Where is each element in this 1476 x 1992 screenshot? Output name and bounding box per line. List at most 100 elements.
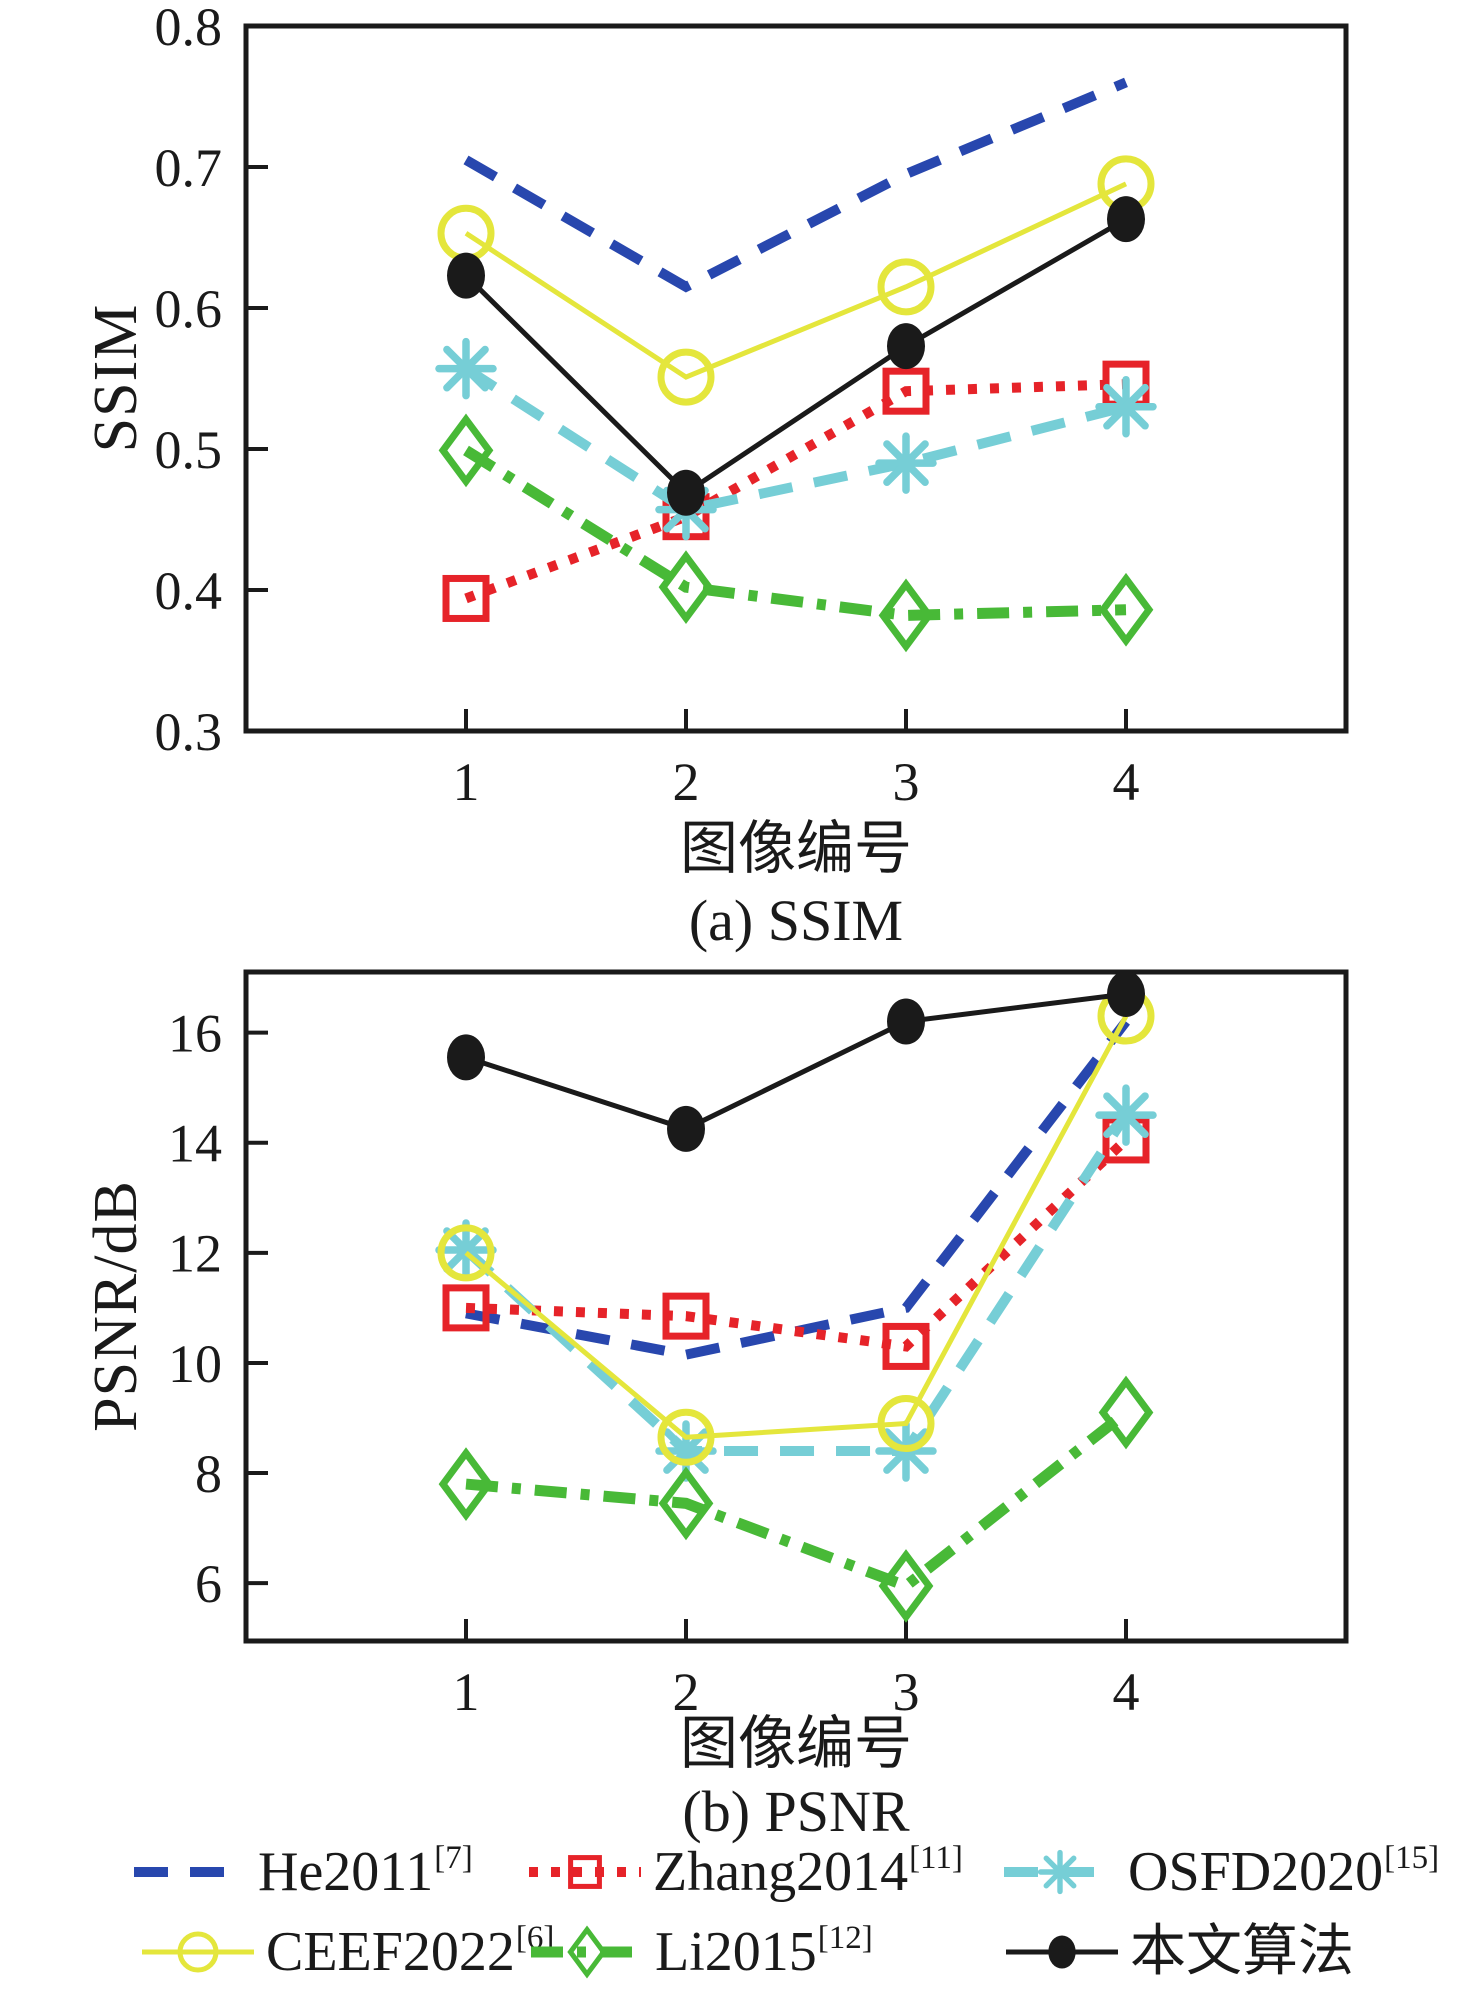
filled-dot-marker	[1107, 196, 1145, 243]
legend-label-ceef2022: CEEF2022[6]	[266, 1920, 555, 1983]
y-tick-label: 14	[168, 1114, 222, 1174]
square-marker	[442, 574, 490, 622]
series-line-he2011	[463, 77, 1128, 293]
diamond-marker	[658, 550, 714, 625]
legend-ref-li2015: [12]	[817, 1920, 873, 1956]
series-line-zhang2014	[464, 379, 1127, 604]
series-line-osfd2020	[463, 364, 1128, 515]
y-tick-label: 10	[168, 1334, 222, 1394]
diamond-marker	[658, 1466, 714, 1541]
psnr-plot-frame	[243, 969, 1349, 1644]
series-line-li2015	[465, 1408, 1130, 1593]
asterisk-marker	[1037, 1849, 1083, 1895]
legend-swatch-li2015	[531, 1925, 643, 1979]
legend-ref-osfd2020: [15]	[1384, 1840, 1440, 1876]
legend-label-proposed: 本文算法	[1130, 1921, 1354, 1983]
y-tick-label: 0.8	[155, 0, 223, 57]
series-zhang2014	[442, 360, 1150, 622]
diamond-marker	[878, 578, 934, 653]
filled-dot-marker	[667, 469, 705, 516]
diamond-marker	[1098, 572, 1154, 647]
filled-dot-marker	[887, 998, 925, 1045]
legend-label-osfd2020: OSFD2020[15]	[1128, 1840, 1440, 1903]
series-li2015	[438, 413, 1154, 653]
ssim-caption: (a) SSIM	[688, 888, 904, 953]
x-tick-label: 1	[453, 1662, 480, 1722]
psnr-caption: (b) PSNR	[682, 1779, 910, 1844]
ssim-chart: 0.3 0.4 0.5 0.6 0.7 0.8 1 2 3 4	[155, 0, 1349, 812]
series-line-ceef2022	[464, 181, 1128, 380]
series-ceef2022	[437, 155, 1155, 406]
asterisk-marker	[1095, 1084, 1157, 1146]
y-tick-label: 0.4	[155, 561, 223, 621]
square-marker	[442, 1284, 490, 1332]
diamond-marker	[438, 413, 494, 488]
circle-marker	[177, 1931, 219, 1973]
x-tick-label: 3	[893, 1662, 920, 1722]
y-tick-label: 0.6	[155, 279, 223, 339]
diamond-marker	[438, 1447, 494, 1521]
legend-swatch-he2011	[134, 1867, 246, 1877]
asterisk-marker	[875, 432, 937, 494]
series-line-zhang2014	[465, 1136, 1130, 1352]
y-tick-label: 0.7	[155, 138, 223, 198]
series-line-li2015	[463, 445, 1127, 621]
y-tick-label: 8	[195, 1444, 222, 1504]
legend-ref-zhang2014: [11]	[909, 1840, 963, 1876]
square-marker	[662, 1292, 710, 1340]
diamond-marker	[878, 1549, 934, 1623]
series-line-ceef2022	[464, 1014, 1129, 1440]
y-tick-label: 16	[168, 1003, 222, 1063]
x-tick-label: 4	[1113, 1662, 1140, 1722]
circle-marker	[877, 258, 935, 316]
filled-dot-marker	[447, 252, 485, 299]
y-tick-label: 0.5	[155, 420, 223, 480]
series-proposed	[447, 196, 1145, 516]
series-line-osfd2020	[462, 1112, 1131, 1457]
legend-label-li2015: Li2015[12]	[655, 1920, 873, 1983]
series-osfd2020	[435, 1084, 1157, 1482]
asterisk-marker	[435, 337, 497, 400]
square-marker	[568, 1855, 602, 1889]
series-line-proposed	[465, 991, 1127, 1132]
legend-item-he2011: He2011[7]	[130, 1837, 473, 1907]
diamond-marker	[567, 1925, 607, 1979]
x-tick-label: 3	[893, 752, 920, 812]
psnr-y-axis-label: PSNR/dB	[82, 1180, 150, 1432]
square-marker	[882, 367, 930, 415]
asterisk-marker	[1095, 375, 1157, 438]
x-tick-label: 2	[673, 752, 700, 812]
legend-swatch-zhang2014	[529, 1855, 641, 1889]
legend-item-li2015: Li2015[12]	[527, 1917, 873, 1987]
circle-marker	[657, 1408, 715, 1466]
ssim-x-axis-label: 图像编号	[679, 816, 913, 881]
x-tick-label: 2	[673, 1662, 700, 1722]
legend-swatch-proposed	[1006, 1935, 1118, 1969]
series-line-he2011	[465, 1018, 1130, 1360]
legend-swatch-osfd2020	[1004, 1849, 1116, 1895]
legend-label-zhang2014: Zhang2014[11]	[653, 1840, 963, 1903]
y-tick-label: 12	[168, 1224, 222, 1284]
circle-marker	[877, 1395, 935, 1453]
x-tick-label: 1	[453, 752, 480, 812]
legend-label-he2011: He2011[7]	[258, 1840, 473, 1903]
psnr-x-axis-label: 图像编号	[679, 1711, 913, 1776]
series-line-proposed	[464, 217, 1128, 496]
diamond-marker	[1098, 1375, 1154, 1450]
filled-dot-marker	[447, 1034, 485, 1081]
circle-marker	[437, 1224, 495, 1282]
series-he2011	[463, 77, 1128, 293]
square-marker	[882, 1322, 930, 1370]
series-he2011	[465, 1018, 1130, 1360]
filled-dot-marker	[1107, 971, 1145, 1018]
series-li2015	[438, 1375, 1154, 1623]
series-proposed	[447, 971, 1145, 1152]
legend-item-osfd2020: OSFD2020[15]	[1000, 1837, 1439, 1907]
ssim-plot-frame	[243, 23, 1349, 734]
legend-item-ceef2022: CEEF2022[6]	[138, 1917, 554, 1987]
filled-dot-marker	[887, 323, 925, 370]
filled-dot-marker	[1048, 1935, 1076, 1969]
legend-ref-he2011: [7]	[434, 1840, 473, 1876]
